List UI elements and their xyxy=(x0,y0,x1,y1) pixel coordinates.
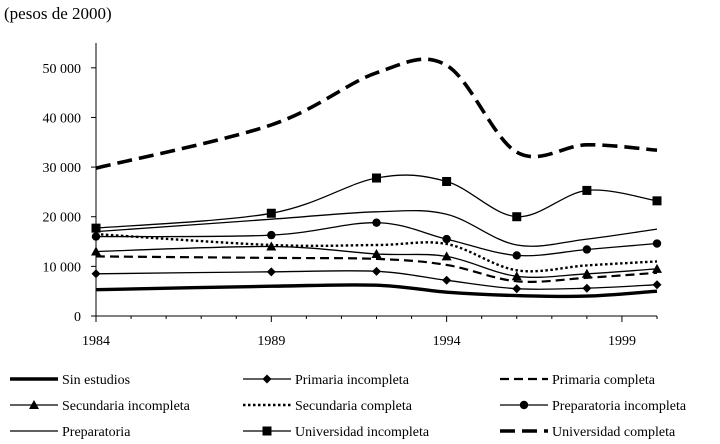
series-line xyxy=(95,232,658,273)
legend-item-preparatoria-incompleta: Preparatoria incompleta xyxy=(500,399,687,414)
data-point-square xyxy=(91,223,101,233)
data-point-circle xyxy=(267,230,276,240)
y-tick-label: 10 000 xyxy=(43,260,82,275)
data-point-diamond xyxy=(582,283,592,293)
series-secundaria-incompleta xyxy=(91,241,662,281)
series-primaria-completa xyxy=(95,255,658,283)
data-point-square xyxy=(372,173,381,183)
y-tick-label: 30 000 xyxy=(43,161,82,176)
data-point-circle xyxy=(512,251,521,260)
data-point-circle xyxy=(582,245,592,254)
legend-item-secundaria-incompleta: Secundaria incompleta xyxy=(10,399,191,414)
legend-item-primaria-incompleta: Primaria incompleta xyxy=(243,373,410,388)
legend-label: Preparatoria xyxy=(62,425,131,440)
series-universidad-incompleta xyxy=(91,173,662,233)
legend-item-secundaria-completa: Secundaria completa xyxy=(243,399,413,414)
series-line xyxy=(95,255,658,283)
legend-label: Sin estudios xyxy=(62,373,130,388)
series-sin-estudios xyxy=(95,283,658,299)
series-line xyxy=(95,209,658,247)
y-tick-label: 20 000 xyxy=(43,211,82,226)
y-tick-label: 40 000 xyxy=(43,111,82,126)
series-universidad-completa xyxy=(95,57,658,170)
series-preparatoria-incompleta xyxy=(91,218,662,260)
series-line xyxy=(95,57,658,170)
series-secundaria-completa xyxy=(95,232,658,273)
data-point-diamond xyxy=(442,275,452,285)
axes: 0 10 000 20 000 30 000 40 000 50 000 1984 1989 1… xyxy=(43,43,658,349)
x-tick-label: 1999 xyxy=(608,334,636,349)
legend-item-sin-estudios: Sin estudios xyxy=(10,373,130,388)
legend: Sin estudios Primaria incompleta Primaria … xyxy=(10,373,687,440)
x-tick-label: 1989 xyxy=(257,334,285,349)
x-tick-label: 1994 xyxy=(433,334,461,349)
legend-label: Preparatoria incompleta xyxy=(552,399,687,414)
series-line xyxy=(95,283,658,299)
legend-item-universidad-completa: Universidad completa xyxy=(500,425,676,440)
data-point-circle xyxy=(372,218,381,227)
series-primaria-incompleta xyxy=(91,266,662,294)
x-tick-label: 1984 xyxy=(82,334,110,349)
data-point-diamond xyxy=(652,280,662,290)
data-point-circle xyxy=(442,234,451,244)
series-preparatoria xyxy=(95,209,658,247)
data-point-circle xyxy=(91,232,101,241)
unit-label: (pesos de 2000) xyxy=(4,4,112,23)
legend-label: Universidad incompleta xyxy=(295,425,430,440)
legend-marker-square xyxy=(262,426,272,436)
legend-label: Secundaria completa xyxy=(295,399,413,414)
data-point-diamond xyxy=(91,269,101,279)
y-tick-label: 50 000 xyxy=(43,62,82,77)
legend-label: Primaria completa xyxy=(552,373,656,388)
data-point-triangle xyxy=(511,271,522,281)
data-point-triangle xyxy=(581,268,592,278)
legend-item-primaria-completa: Primaria completa xyxy=(500,373,656,388)
data-point-square xyxy=(582,185,592,195)
legend-label: Universidad completa xyxy=(552,425,676,440)
data-point-triangle xyxy=(371,248,382,258)
legend-item-universidad-incompleta: Universidad incompleta xyxy=(243,425,430,440)
legend-marker-triangle xyxy=(29,400,39,409)
series-lines xyxy=(91,57,662,299)
legend-label: Primaria incompleta xyxy=(295,373,410,388)
data-point-diamond xyxy=(372,266,381,276)
legend-marker-diamond xyxy=(262,374,272,384)
data-point-circle xyxy=(652,239,662,248)
data-point-square xyxy=(266,208,276,218)
data-point-square xyxy=(512,212,522,222)
y-tick-label: 0 xyxy=(74,310,81,325)
data-point-square xyxy=(652,196,662,206)
data-point-diamond xyxy=(266,267,276,277)
legend-item-preparatoria: Preparatoria xyxy=(10,425,131,440)
data-point-diamond xyxy=(512,284,522,294)
legend-marker-circle xyxy=(519,400,529,410)
legend-label: Secundaria incompleta xyxy=(62,399,191,414)
data-point-triangle xyxy=(441,251,452,261)
data-point-triangle xyxy=(91,246,101,256)
data-point-square xyxy=(442,176,452,186)
data-point-triangle xyxy=(652,263,662,273)
